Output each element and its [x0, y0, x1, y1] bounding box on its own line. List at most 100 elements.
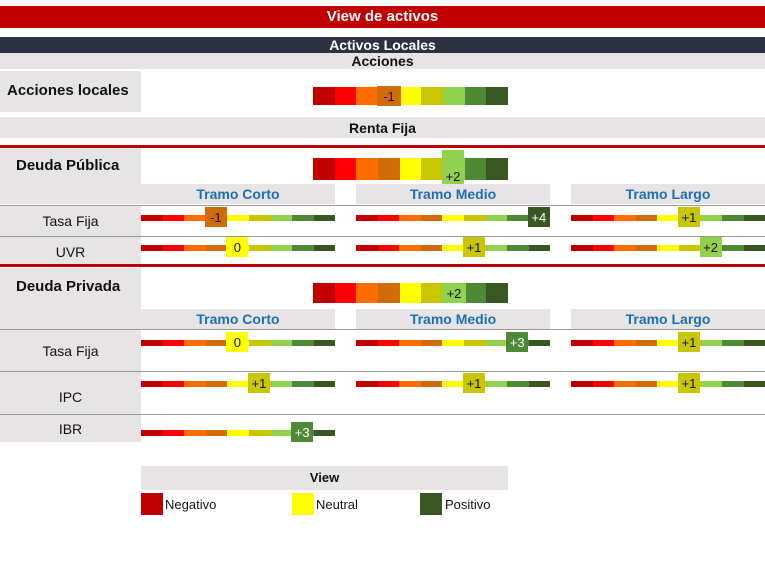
- scale-segment: [485, 381, 508, 387]
- scale-segment: [162, 381, 185, 387]
- scale-segment: [292, 215, 314, 221]
- scale-segment: [377, 215, 400, 221]
- scale-segment: [270, 245, 293, 251]
- scale-segment: [657, 245, 679, 251]
- row-marker: +3: [291, 422, 314, 442]
- scale-segment: [635, 245, 658, 251]
- scale-segment: [657, 215, 679, 221]
- row-scale: [571, 245, 765, 251]
- scale-segment: [743, 215, 765, 221]
- scale-segment: [227, 381, 249, 387]
- scale-segment: [377, 245, 400, 251]
- tramo-header-medio: Tramo Medio: [356, 309, 550, 329]
- scale-segment: [141, 381, 163, 387]
- scale-segment: [420, 215, 443, 221]
- scale-segment: [528, 340, 551, 346]
- scale-segment: [292, 245, 314, 251]
- scale-segment: [313, 283, 335, 303]
- scale-segment: [420, 381, 443, 387]
- legend-positive-label: Positivo: [445, 497, 491, 512]
- scale-segment: [463, 215, 486, 221]
- scale-segment: [635, 381, 658, 387]
- scale-segment: [657, 381, 679, 387]
- row-scale: [141, 215, 336, 221]
- scale-segment: [528, 245, 551, 251]
- scale-segment: [399, 283, 422, 303]
- divider: [0, 371, 765, 372]
- scale-segment: [205, 340, 228, 346]
- row-label-ibr: IBR: [0, 415, 141, 442]
- row-marker: 0: [226, 237, 249, 257]
- scale-segment: [141, 340, 163, 346]
- scale-segment: [313, 340, 336, 346]
- scale-segment: [248, 340, 271, 346]
- scale-segment: [592, 340, 615, 346]
- page-title: View de activos: [0, 6, 765, 28]
- scale-segment: [184, 430, 206, 436]
- scale-segment: [162, 340, 185, 346]
- scale-segment: [592, 245, 615, 251]
- scale-segment: [700, 340, 723, 346]
- scale-segment: [571, 340, 593, 346]
- scale-segment: [356, 215, 378, 221]
- row-marker: 0: [226, 332, 249, 352]
- row-marker: +1: [248, 373, 270, 393]
- tramo-header-largo: Tramo Largo: [571, 309, 765, 329]
- scale-segment: [205, 245, 228, 251]
- scale-segment: [356, 87, 379, 105]
- legend-negative-swatch: [141, 493, 163, 515]
- scale-segment: [442, 215, 464, 221]
- scale-segment: [399, 245, 421, 251]
- legend-title: View: [141, 466, 508, 490]
- scale-segment: [614, 215, 636, 221]
- scale-segment: [442, 340, 464, 346]
- tramo-header-corto: Tramo Corto: [141, 184, 335, 204]
- row-marker: +2: [699, 237, 722, 257]
- scale-segment: [463, 340, 486, 346]
- divider: [0, 236, 765, 237]
- scale-deuda-publica: [313, 158, 509, 180]
- legend-neutral-swatch: [292, 493, 314, 515]
- scale-segment: [743, 245, 765, 251]
- section-title-renta-fija: Renta Fija: [0, 117, 765, 138]
- marker-deuda-publica: +2: [442, 150, 464, 184]
- row-scale: [571, 381, 765, 387]
- scale-segment: [184, 381, 206, 387]
- scale-segment: [571, 245, 593, 251]
- scale-segment: [184, 340, 206, 346]
- legend-neutral-label: Neutral: [316, 497, 358, 512]
- scale-segment: [464, 283, 487, 303]
- scale-segment: [334, 283, 357, 303]
- scale-segment: [270, 430, 293, 436]
- tramo-header-medio: Tramo Medio: [356, 184, 550, 204]
- scale-segment: [399, 215, 421, 221]
- scale-segment: [614, 340, 636, 346]
- scale-segment: [334, 87, 357, 105]
- scale-segment: [205, 381, 228, 387]
- row-marker: +1: [463, 373, 485, 393]
- row-label-tasa-fija-publica: Tasa Fija: [0, 206, 141, 236]
- scale-segment: [528, 381, 551, 387]
- row-marker: +1: [678, 332, 700, 352]
- scale-segment: [442, 381, 464, 387]
- tramo-header-largo: Tramo Largo: [571, 184, 765, 204]
- scale-segment: [377, 340, 400, 346]
- scale-segment: [141, 245, 163, 251]
- scale-segment: [399, 381, 421, 387]
- scale-segment: [270, 340, 293, 346]
- scale-segment: [743, 340, 765, 346]
- row-label-acciones-locales: Acciones locales: [0, 71, 141, 112]
- scale-segment: [378, 283, 400, 303]
- marker-deuda-privada: +2: [442, 283, 466, 303]
- scale-segment: [292, 381, 314, 387]
- scale-segment: [420, 245, 443, 251]
- scale-segment: [356, 340, 378, 346]
- row-label-deuda-privada: Deuda Privada: [0, 268, 141, 329]
- scale-segment: [270, 215, 293, 221]
- scale-segment: [313, 245, 336, 251]
- scale-segment: [356, 381, 378, 387]
- scale-segment: [248, 245, 271, 251]
- scale-segment: [313, 430, 336, 436]
- scale-segment: [270, 381, 293, 387]
- scale-segment: [571, 381, 593, 387]
